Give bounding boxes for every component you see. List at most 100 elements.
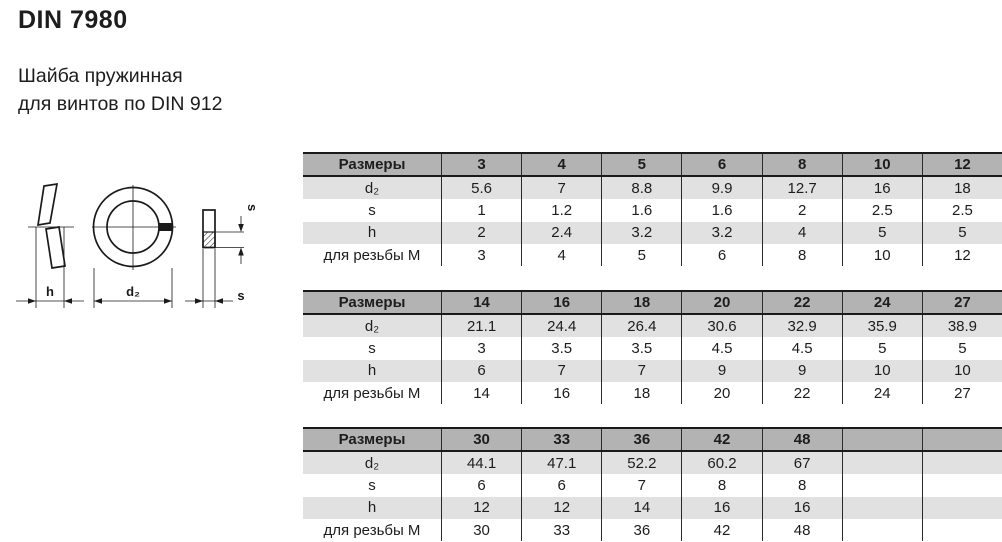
data-cell: 47.1: [521, 452, 601, 475]
data-cell: 6: [681, 243, 761, 267]
table-row: h 12 12 14 16 16: [303, 496, 1002, 519]
header-size-cell: 36: [601, 429, 681, 450]
dim-label-s-thickness: s: [245, 204, 260, 211]
table-row: для резьбы М 14 16 18 20 22 24 27: [303, 381, 1002, 405]
data-cell: 1.6: [601, 199, 681, 222]
row-label-cell: d₂: [364, 317, 380, 335]
data-cell: 5: [921, 337, 1002, 360]
header-size-cell: 12: [921, 154, 1002, 175]
data-cell: 3.5: [521, 337, 601, 360]
header-size-cell: 33: [521, 429, 601, 450]
data-cell: 3: [441, 337, 521, 360]
data-cell: 14: [441, 381, 521, 405]
data-cell: 6: [521, 474, 601, 497]
dim-label-d2: d₂: [126, 284, 140, 299]
header-size-cell: 27: [921, 292, 1002, 313]
split-notch: [159, 223, 173, 231]
data-cell: 22: [761, 381, 842, 405]
header-label-cell: Размеры: [338, 156, 406, 173]
data-cell: 60.2: [681, 452, 761, 475]
data-cell: 18: [921, 177, 1002, 200]
row-label-cell: s: [368, 201, 376, 219]
table-row: для резьбы М 30 33 36 42 48: [303, 518, 1002, 542]
data-cell: 7: [521, 359, 601, 382]
data-cell: 4.5: [761, 337, 842, 360]
table-row: d₂ 44.1 47.1 52.2 60.2 67: [303, 452, 1002, 475]
table-row: d₂ 5.6 7 8.8 9.9 12.7 16 18: [303, 177, 1002, 200]
data-cell: 24.4: [521, 315, 601, 338]
data-cell: 2.4: [521, 221, 601, 244]
dimension-table-sizes-30-48: Размеры 30 33 36 42 48 d₂ 44.1 47.1 52.2 60.2 67 s 6 6…: [303, 427, 1002, 542]
page-subtitle: Шайба пружинная для винтов по DIN 912: [18, 62, 222, 118]
data-cell: 30.6: [681, 315, 761, 338]
header-size-cell: 4: [521, 154, 601, 175]
data-cell: [921, 496, 1002, 519]
dimension-table-sizes-14-27: Размеры 14 16 18 20 22 24 27 d₂ 21.1 24.4 26.4 30.6 3…: [303, 290, 1002, 405]
dim-arrow: [164, 298, 172, 304]
header-size-cell: 22: [761, 292, 842, 313]
side-view: [16, 182, 84, 308]
data-cell: [841, 518, 922, 542]
data-cell: 9: [761, 359, 842, 382]
data-cell: 16: [681, 496, 761, 519]
table-row: s 3 3.5 3.5 4.5 4.5 5 5: [303, 337, 1002, 360]
header-size-cell: [841, 429, 922, 450]
data-cell: 16: [841, 177, 922, 200]
data-cell: 26.4: [601, 315, 681, 338]
data-cell: 5: [841, 221, 922, 244]
data-cell: 4: [761, 221, 842, 244]
data-cell: 14: [601, 496, 681, 519]
header-size-cell: 10: [841, 154, 922, 175]
section-view: [185, 209, 244, 308]
data-cell: 9: [681, 359, 761, 382]
data-cell: 8: [681, 474, 761, 497]
data-cell: 6: [441, 474, 521, 497]
table-row: для резьбы М 3 4 5 6 8 10 12: [303, 243, 1002, 267]
table-row: h 6 7 7 9 9 10 10: [303, 359, 1002, 382]
data-cell: 8: [761, 474, 842, 497]
data-cell: 4.5: [681, 337, 761, 360]
data-cell: 30: [441, 518, 521, 542]
data-cell: 24: [841, 381, 922, 405]
dim-label-s-width: s: [237, 288, 244, 303]
data-cell: [841, 474, 922, 497]
row-label-cell: h: [367, 499, 377, 517]
data-cell: 8.8: [601, 177, 681, 200]
dim-label-h: h: [46, 284, 54, 299]
table-row: d₂ 21.1 24.4 26.4 30.6 32.9 35.9 38.9: [303, 315, 1002, 338]
header-size-cell: 30: [441, 429, 521, 450]
data-cell: 8: [761, 243, 842, 267]
data-cell: 16: [521, 381, 601, 405]
dim-arrow: [64, 298, 72, 304]
data-cell: 3.2: [681, 221, 761, 244]
data-cell: 3: [441, 243, 521, 267]
data-cell: 44.1: [441, 452, 521, 475]
data-cell: 27: [921, 381, 1002, 405]
data-cell: [841, 496, 922, 519]
table-header-row: Размеры 30 33 36 42 48: [303, 427, 1002, 452]
data-cell: 10: [921, 359, 1002, 382]
data-cell: 2.5: [841, 199, 922, 222]
table-header-row: Размеры 3 4 5 6 8 10 12: [303, 152, 1002, 177]
data-cell: 67: [761, 452, 842, 475]
header-size-cell: 24: [841, 292, 922, 313]
data-cell: 38.9: [921, 315, 1002, 338]
data-cell: 32.9: [761, 315, 842, 338]
dim-arrow: [195, 298, 203, 304]
dim-arrow: [28, 298, 36, 304]
data-cell: 2: [761, 199, 842, 222]
data-cell: 33: [521, 518, 601, 542]
row-label-cell: для резьбы М: [323, 384, 421, 402]
data-cell: 36: [601, 518, 681, 542]
subtitle-line-2: для винтов по DIN 912: [18, 93, 223, 115]
header-size-cell: 3: [441, 154, 521, 175]
data-cell: 1.2: [521, 199, 601, 222]
dim-arrow: [94, 298, 102, 304]
data-cell: 1: [441, 199, 521, 222]
data-cell: 1.6: [681, 199, 761, 222]
header-size-cell: 48: [761, 429, 842, 450]
table-row: h 2 2.4 3.2 3.2 4 5 5: [303, 221, 1002, 244]
row-label-cell: h: [367, 362, 377, 380]
data-cell: 12.7: [761, 177, 842, 200]
